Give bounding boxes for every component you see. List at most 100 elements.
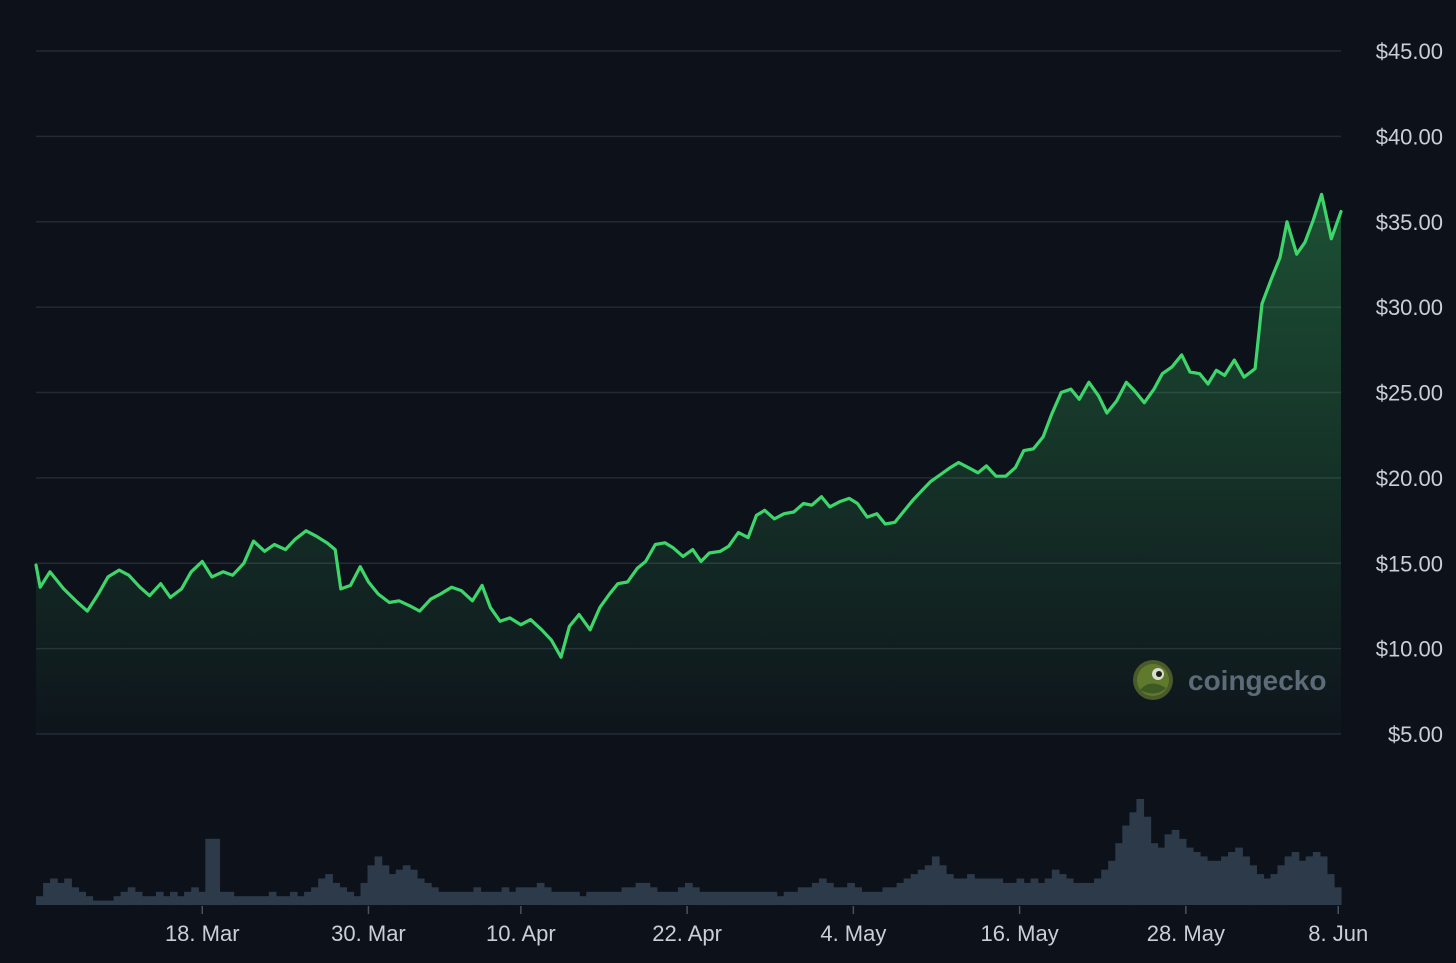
volume-bar [1101, 869, 1109, 905]
volume-bar [811, 882, 820, 905]
volume-bar [71, 887, 79, 905]
volume-bar [889, 887, 898, 905]
volume-bar [1016, 878, 1025, 905]
volume-bar [1072, 882, 1081, 905]
volume-bar [543, 887, 552, 905]
volume-bar [282, 896, 291, 905]
volume-bar [727, 891, 735, 906]
volume-bar [1087, 882, 1095, 905]
volume-bar [741, 891, 750, 906]
x-tick-label: 22. Apr [652, 921, 722, 946]
volume-bar [515, 887, 524, 905]
volume-bar [776, 896, 785, 905]
volume-bar [163, 896, 171, 905]
volume-bar [318, 878, 326, 905]
volume-bar [1150, 843, 1159, 905]
volume-bar [1263, 878, 1272, 905]
volume-bar [445, 891, 453, 906]
volume-bar [120, 891, 129, 906]
volume-bar [600, 891, 608, 906]
volume-bar [536, 882, 545, 905]
volume-bar [938, 865, 947, 906]
volume-bar [804, 887, 813, 905]
volume-bar [988, 878, 996, 905]
volume-bar [480, 891, 489, 906]
volume-bar [685, 882, 693, 905]
y-tick-label: $10.00 [1376, 637, 1443, 662]
watermark-text: coingecko [1188, 665, 1326, 696]
y-tick-label: $40.00 [1376, 124, 1443, 149]
volume-bar [1305, 856, 1314, 905]
volume-bar [332, 882, 340, 905]
volume-bar [692, 887, 700, 905]
volume-bar [346, 891, 355, 906]
volume-bar [409, 869, 418, 905]
volume-bar [1115, 843, 1123, 905]
volume-bar [1037, 882, 1046, 905]
volume-bar [452, 891, 460, 906]
y-tick-label: $35.00 [1376, 210, 1443, 235]
volume-bar [367, 865, 376, 906]
volume-bar [1242, 856, 1250, 905]
volume-bar [1277, 865, 1286, 906]
volume-bar [1185, 847, 1194, 905]
volume-bar [50, 878, 58, 905]
volume-bar [607, 891, 616, 906]
volume-bar [466, 891, 474, 906]
volume-bar [586, 891, 594, 906]
volume-bar [85, 896, 94, 905]
volume-bar [1009, 882, 1018, 905]
x-tick-label: 30. Mar [331, 921, 406, 946]
volume-bar [1051, 869, 1060, 905]
volume-bar [113, 896, 122, 905]
volume-bar [424, 882, 432, 905]
volume-bar [826, 882, 834, 905]
volume-bar [205, 838, 213, 906]
volume-bar [177, 896, 185, 905]
volume-bar [36, 896, 44, 905]
volume-bar [579, 896, 587, 905]
volume-bar [254, 896, 263, 905]
y-tick-label: $45.00 [1376, 39, 1443, 64]
volume-bar [663, 891, 672, 906]
volume-bar [903, 878, 912, 905]
volume-bar [57, 882, 65, 905]
x-tick-label: 28. May [1147, 921, 1225, 946]
volume-series [36, 799, 1342, 906]
x-tick-label: 16. May [980, 921, 1058, 946]
volume-bar [783, 891, 792, 906]
volume-bar [769, 891, 778, 906]
volume-bar [459, 891, 467, 906]
x-tick-label: 10. Apr [486, 921, 556, 946]
volume-bar [1178, 838, 1187, 906]
y-axis: $5.00 $10.00 $15.00 $20.00 $25.00 $30.00 $35.0… [1376, 39, 1443, 747]
volume-bar [699, 891, 707, 906]
volume-bar [981, 878, 989, 905]
volume-bar [1298, 860, 1307, 905]
volume-bar [339, 887, 347, 905]
price-area-fill [36, 194, 1341, 734]
volume-bar [395, 869, 404, 905]
volume-bar [134, 891, 143, 906]
volume-bar [713, 891, 721, 906]
volume-bar [374, 856, 383, 905]
y-tick-label: $5.00 [1388, 722, 1443, 747]
x-axis: 18. Mar 30. Mar 10. Apr 22. Apr 4. May 16. Ma… [165, 906, 1368, 946]
volume-bar [1157, 847, 1166, 905]
volume-bar [833, 887, 841, 905]
volume-bar [896, 882, 905, 905]
volume-bar [64, 878, 72, 905]
price-series [34, 192, 1343, 659]
volume-bar [1326, 874, 1335, 905]
volume-bar [226, 891, 235, 906]
volume-bar [1080, 882, 1088, 905]
volume-bar [155, 891, 164, 906]
volume-bar [416, 878, 425, 905]
volume-bar [141, 896, 150, 905]
volume-bar [656, 891, 665, 906]
volume-bar [297, 896, 305, 905]
y-tick-label: $15.00 [1376, 551, 1443, 576]
volume-bar [967, 874, 975, 905]
volume-bar [924, 865, 933, 906]
volume-bar [1065, 878, 1074, 905]
